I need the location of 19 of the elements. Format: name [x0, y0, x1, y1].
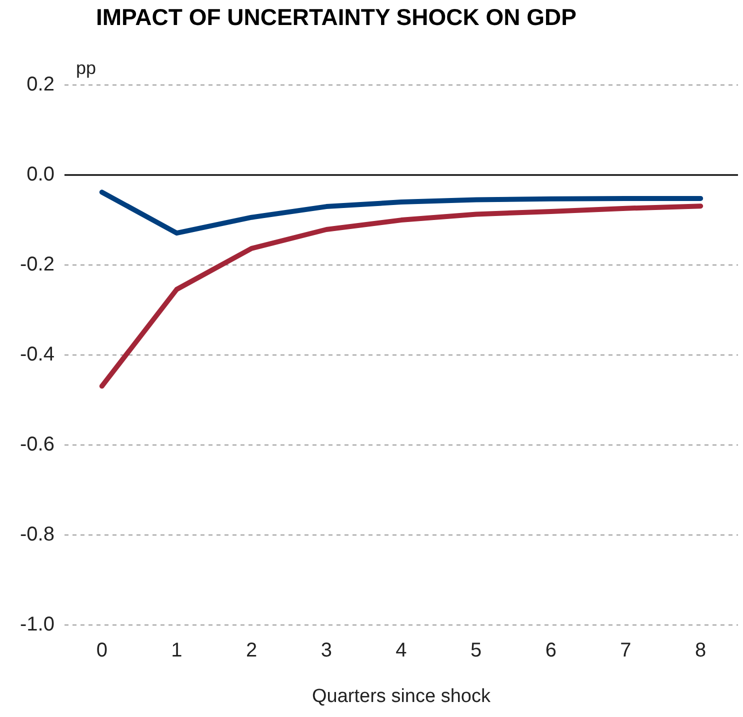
y-tick-label: -0.6 [20, 434, 54, 456]
y-tick-label: -0.8 [20, 524, 54, 546]
x-tick-label: 2 [246, 640, 258, 662]
x-tick-label: 6 [545, 640, 556, 662]
y-axis-title: pp [76, 58, 96, 79]
x-tick-label: 1 [171, 640, 182, 662]
x-tick-label: 0 [96, 640, 108, 662]
x-tick-label: 5 [470, 640, 482, 662]
x-tick-label: 7 [620, 640, 632, 662]
chart-title: IMPACT OF UNCERTAINTY SHOCK ON GDP [96, 4, 576, 31]
y-tick-label: -0.4 [20, 344, 54, 366]
x-tick-label: 3 [320, 640, 332, 662]
y-tick-label: 0.2 [26, 74, 54, 96]
x-axis-title: Quarters since shock [312, 686, 491, 707]
x-tick-label: 8 [695, 640, 706, 662]
y-tick-label: 0.0 [26, 164, 54, 186]
y-tick-label: -0.2 [20, 254, 54, 276]
y-tick-label: -1.0 [20, 614, 54, 636]
x-tick-label: 4 [396, 640, 407, 662]
